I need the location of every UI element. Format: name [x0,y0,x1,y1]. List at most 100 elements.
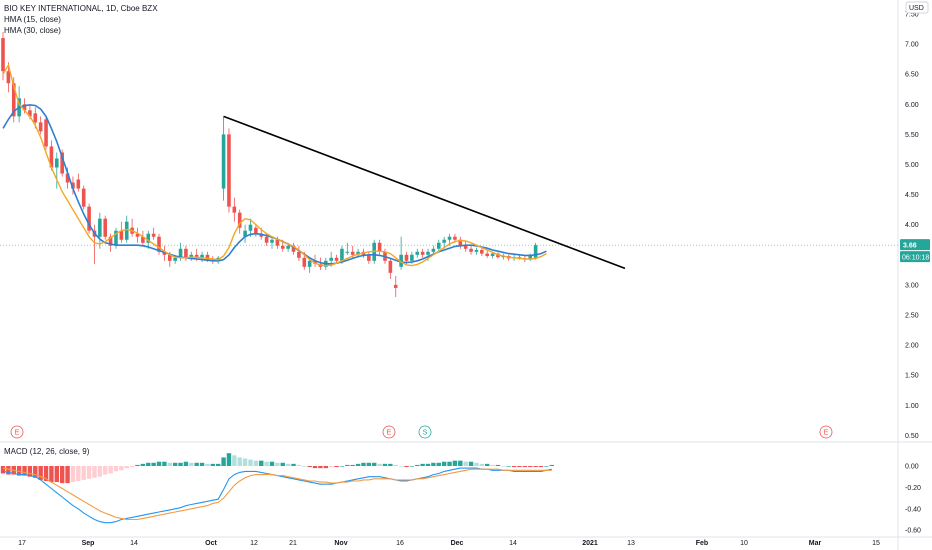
macd-histogram-bar [393,464,398,466]
macd-histogram-bar [538,466,544,468]
macd-histogram-bar [506,466,511,467]
macd-histogram-bar [490,464,495,466]
candle-body [33,113,38,123]
candle-body [388,260,393,273]
macd-histogram-bar [205,463,210,466]
macd-histogram-bar [404,466,409,468]
candle-body [55,158,59,168]
macd-histogram-bar [275,462,280,466]
candle-body [259,233,264,237]
price-tick-label: 4.50 [905,192,919,199]
event-marker-label: S [423,430,428,437]
macd-histogram-bar [285,463,291,466]
macd-histogram-bar [216,463,221,466]
price-tick-label: 1.50 [905,373,919,380]
price-tick-label: 0.50 [905,433,919,440]
candle-body [248,224,253,231]
price-tick-label: 2.50 [905,313,919,320]
macd-histogram-bar [0,466,6,474]
candle-body [162,251,167,255]
candle-body [173,257,177,261]
macd-histogram-bar [425,463,431,466]
last-price-value: 3.66 [903,243,917,250]
earnings-marker [819,425,833,439]
time-tick-label: 12 [250,540,258,547]
trendline[interactable] [223,115,626,270]
macd-histogram-bar [16,466,22,476]
macd-histogram-bar [312,466,318,469]
macd-histogram-bar [458,460,463,466]
macd-histogram-bar [167,462,172,466]
candle-body [297,251,301,258]
candle-body [44,119,48,147]
price-tick-label: 6.50 [905,72,919,79]
candles [1,32,538,297]
macd-histogram-bar [468,461,474,466]
macd-histogram-bar [248,459,253,466]
candle-body [6,71,11,84]
macd-histogram-bar [398,466,404,467]
macd-axis: 0.00 -0.20 -0.40 -0.60 [905,464,921,535]
hma30-legend[interactable]: HMA (30, close) [4,26,61,35]
macd-histogram-bar [447,461,452,466]
macd-histogram-bar [140,463,146,466]
macd-histogram-bar [382,463,388,466]
candle-body [302,257,307,267]
candle-body [87,206,91,231]
candle-body [232,206,237,213]
macd-histogram-bar [495,464,501,466]
candle-body [426,251,430,255]
candle-body [65,173,70,183]
time-tick-label: 15 [872,540,880,547]
macd-histogram-bar [479,463,485,466]
hma30-line [2,104,547,265]
macd-histogram-bar [339,466,345,467]
macd-histogram-bar [528,466,533,468]
macd-histogram-bar [6,466,11,475]
price-tick-label: 7.00 [905,42,919,49]
macd-legend[interactable]: MACD (12, 26, close, 9) [4,447,90,456]
candle-body [243,230,247,237]
time-tick-label: Feb [696,540,708,547]
macd-histogram-bar [431,462,436,466]
event-marker-label: E [15,430,20,437]
hma-lines [2,63,547,267]
time-tick-label: 14 [509,540,517,547]
candle-body [254,227,258,234]
candle-body [205,254,210,260]
macd-histogram-bar [183,461,189,466]
candle-body [280,245,285,249]
macd-histogram-bar [27,466,33,477]
macd-histogram-bar [253,460,259,466]
symbol-title[interactable]: BIO KEY INTERNATIONAL, 1D, Cboe BZX [4,4,158,13]
macd-histogram-bar [33,466,38,478]
macd-histogram-bar [441,461,447,466]
candle-body [345,251,350,253]
candle-body [22,104,27,111]
macd-histogram-bar [151,462,156,466]
candle-body [270,239,274,243]
candle-body [410,254,414,261]
macd-histogram-bar [86,466,92,479]
macd-histogram-bar [420,463,425,466]
macd-tick-label: 0.00 [905,464,919,471]
macd-tick-label: -0.20 [905,485,921,492]
candle-body [124,221,129,240]
hma15-legend[interactable]: HMA (15, close) [4,15,61,24]
candle-body [151,233,156,237]
macd-histogram-bar [259,460,264,466]
time-tick-label: Nov [334,540,347,547]
candle-body [108,236,113,246]
macd-histogram-bar [135,464,140,466]
time-tick-label: 14 [130,540,138,547]
event-marker-label: E [387,430,392,437]
earnings-marker [10,425,24,439]
macd-histogram-bar [70,466,76,483]
candle-body [81,188,86,207]
macd-histogram-bar [178,462,183,466]
macd-tick-label: -0.60 [905,528,921,535]
candle-body [200,254,204,258]
candle-body [469,248,473,252]
